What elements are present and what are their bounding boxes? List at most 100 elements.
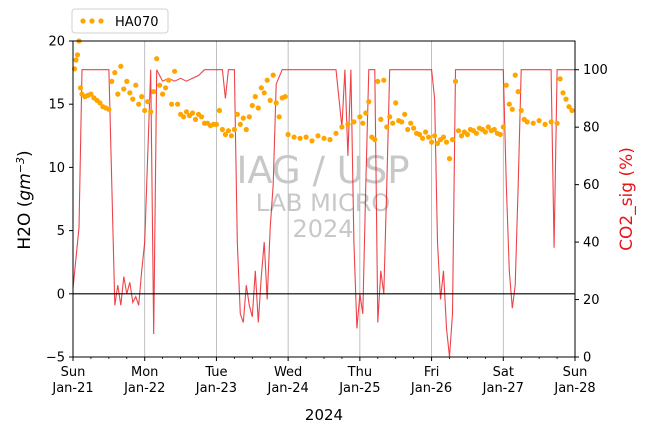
h2o-point — [399, 119, 405, 125]
h2o-point — [127, 90, 133, 96]
h2o-point — [136, 101, 142, 107]
h2o-point — [192, 116, 199, 122]
h2o-point — [213, 121, 219, 127]
h2o-point — [509, 106, 515, 112]
h2o-point — [258, 85, 264, 91]
h2o-point — [434, 140, 441, 146]
x-tick-date-label: Jan-22 — [123, 381, 165, 396]
legend-dot — [89, 18, 95, 24]
right-y-tick-label: 20 — [583, 293, 600, 308]
h2o-point — [563, 96, 569, 102]
h2o-point — [536, 118, 542, 124]
h2o-point — [133, 82, 139, 88]
h2o-point — [515, 89, 521, 95]
h2o-point — [121, 86, 127, 92]
h2o-point — [390, 120, 396, 126]
h2o-point — [363, 110, 369, 116]
h2o-point — [500, 124, 506, 130]
x-tick-date-label: Jan-27 — [482, 381, 524, 396]
x-tick-date-label: Jan-25 — [338, 381, 380, 396]
left-y-label-exponent: −3 — [14, 157, 27, 173]
h2o-point — [73, 57, 79, 63]
x-tick-day-label: Sun — [61, 365, 86, 380]
x-axis-label: 2024 — [305, 406, 343, 424]
left-y-tick-label: −5 — [46, 351, 65, 366]
h2o-point — [118, 63, 124, 69]
x-tick-date-label: Jan-23 — [195, 381, 237, 396]
h2o-point — [145, 99, 151, 105]
h2o-point — [423, 129, 429, 135]
h2o-point — [264, 77, 270, 83]
h2o-point — [124, 78, 130, 84]
h2o-point — [408, 120, 414, 126]
h2o-point — [360, 120, 366, 126]
x-tick-day-label: Mon — [131, 365, 158, 380]
h2o-point — [443, 139, 450, 145]
right-y-tick-label: 0 — [583, 351, 591, 366]
h2o-point — [222, 131, 228, 138]
x-tick-day-label: Wed — [274, 365, 302, 380]
h2o-point — [411, 125, 417, 131]
right-y-tick-label: 60 — [583, 178, 600, 193]
x-tick-date-label: Jan-26 — [410, 381, 452, 396]
h2o-point — [432, 133, 438, 139]
left-y-tick-label: 10 — [48, 161, 65, 176]
legend-frame — [71, 8, 169, 34]
h2o-point — [303, 134, 309, 140]
h2o-point — [169, 101, 175, 107]
x-tick-day-label: Tue — [204, 365, 227, 380]
h2o-point — [181, 114, 187, 120]
h2o-point — [243, 126, 249, 133]
watermark-line-2: LAB MICRO — [256, 189, 391, 217]
h2o-point — [485, 124, 491, 130]
h2o-point — [446, 156, 453, 162]
left-y-tick-label: 15 — [48, 98, 65, 113]
h2o-point — [163, 85, 169, 91]
left-y-axis-label: H2O (gm−3) — [14, 150, 36, 249]
h2o-point — [74, 52, 81, 58]
h2o-point — [420, 135, 426, 141]
h2o-point — [249, 102, 255, 109]
x-tick-date-label: Jan-24 — [267, 381, 309, 396]
h2o-point — [267, 97, 273, 103]
h2o-point — [297, 135, 303, 141]
h2o-point — [88, 91, 94, 97]
h2o-point — [345, 121, 351, 127]
h2o-point — [473, 130, 479, 136]
left-y-label-main: H2O ( — [15, 201, 35, 250]
h2o-point — [333, 130, 339, 136]
legend-entry-ha070: HA070 — [115, 15, 158, 30]
right-y-tick-label: 80 — [583, 121, 600, 136]
h2o-point — [166, 77, 172, 83]
h2o-point — [285, 131, 291, 138]
h2o-point — [566, 104, 572, 110]
h2o-point — [252, 94, 258, 100]
h2o-point — [240, 115, 246, 121]
h2o-point — [387, 114, 393, 120]
h2o-point — [417, 131, 423, 138]
h2o-point — [375, 78, 381, 84]
h2o-point — [228, 133, 234, 139]
h2o-point — [458, 133, 465, 139]
h2o-point — [139, 94, 145, 100]
h2o-point — [429, 139, 435, 145]
h2o-point — [198, 114, 205, 120]
h2o-point — [455, 128, 462, 134]
h2o-point — [366, 99, 372, 105]
h2o-point — [497, 131, 503, 138]
h2o-point — [142, 107, 148, 114]
h2o-point — [402, 111, 408, 117]
h2o-point — [548, 119, 554, 125]
h2o-point — [189, 110, 196, 116]
legend: HA070 — [71, 8, 169, 34]
h2o-point — [115, 91, 121, 97]
h2o-point — [321, 135, 327, 141]
h2o-point — [440, 134, 447, 140]
x-tick-day-label: Fri — [424, 365, 440, 380]
h2o-point — [378, 116, 384, 122]
h2o-point — [557, 76, 563, 82]
right-y-tick-label: 40 — [583, 236, 600, 251]
h2o-point — [393, 100, 399, 106]
left-y-tick-label: 20 — [48, 35, 65, 50]
